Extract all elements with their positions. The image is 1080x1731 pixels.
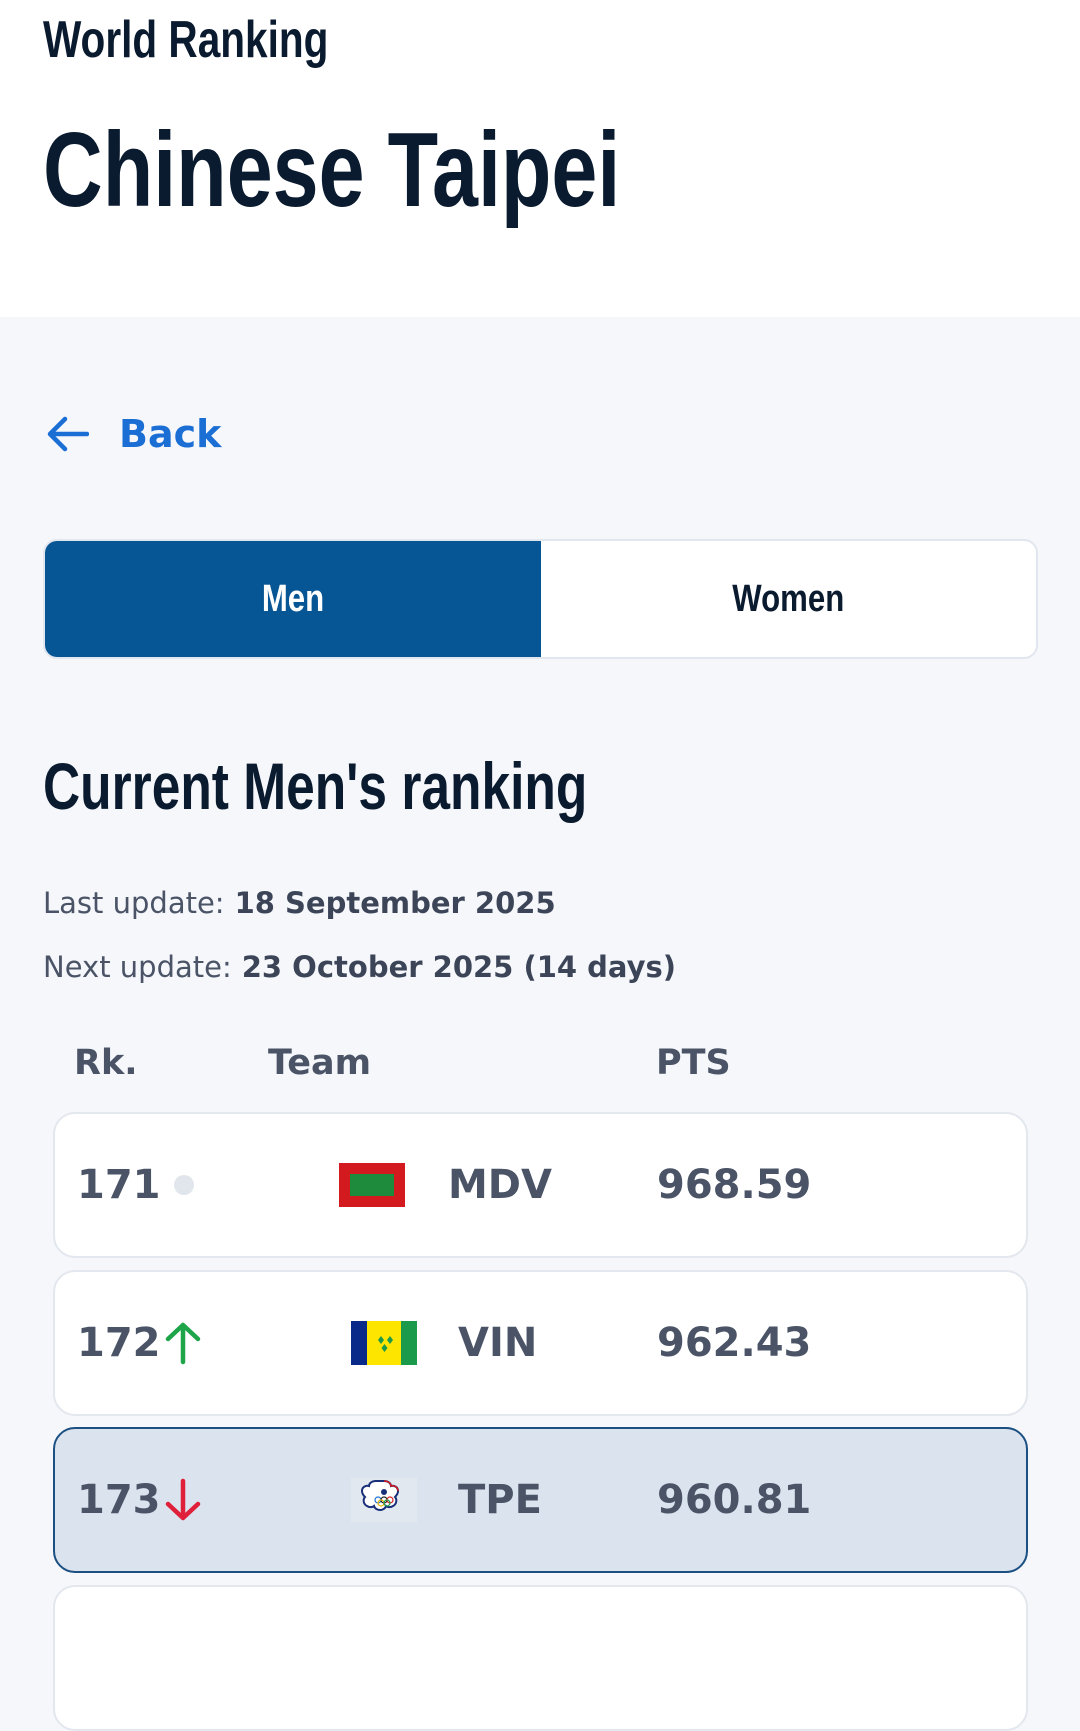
page-supertitle: World Ranking	[43, 11, 329, 69]
gender-toggle: Men Women	[43, 539, 1038, 659]
points: 968.59	[657, 1162, 812, 1208]
table-row[interactable]	[53, 1585, 1028, 1731]
table-row-highlighted[interactable]: 173 TPE 960.81	[53, 1427, 1028, 1573]
page-header: World Ranking Chinese Taipei	[0, 0, 1080, 317]
rank: 173	[77, 1477, 161, 1523]
maldives-flag-icon	[339, 1163, 405, 1207]
team-code: TPE	[458, 1477, 542, 1523]
column-team: Team	[268, 1043, 372, 1083]
arrow-down-icon	[165, 1478, 201, 1521]
table-row[interactable]: 172 VIN 962.43	[53, 1270, 1028, 1416]
tab-women[interactable]: Women	[541, 541, 1037, 657]
table-row[interactable]: 171 MDV 968.59	[53, 1112, 1028, 1258]
last-update-label: Last update:	[43, 886, 225, 920]
points: 962.43	[657, 1320, 812, 1366]
next-update: Next update: 23 October 2025 (14 days)	[43, 950, 676, 984]
next-update-label: Next update:	[43, 950, 232, 984]
last-update-value: 18 September 2025	[234, 886, 556, 920]
points: 960.81	[657, 1477, 812, 1523]
tab-women-label: Women	[732, 577, 845, 620]
back-label: Back	[119, 412, 222, 456]
tab-men[interactable]: Men	[45, 541, 541, 657]
team-code: MDV	[448, 1162, 552, 1208]
back-link[interactable]: Back	[45, 412, 221, 456]
rank: 171	[77, 1162, 161, 1208]
unchanged-dot-icon	[174, 1175, 194, 1195]
rank: 172	[77, 1320, 161, 1366]
saint-vincent-flag-icon	[351, 1321, 417, 1365]
next-update-value: 23 October 2025 (14 days)	[241, 950, 677, 984]
chinese-taipei-flag-icon	[351, 1478, 417, 1522]
tab-men-label: Men	[261, 577, 324, 620]
last-update: Last update: 18 September 2025	[43, 886, 556, 920]
column-points: PTS	[656, 1043, 731, 1083]
team-code: VIN	[458, 1320, 538, 1366]
arrow-left-icon	[47, 416, 89, 452]
page-title: Chinese Taipei	[43, 111, 621, 229]
section-title: Current Men's ranking	[43, 749, 588, 823]
column-rank: Rk.	[74, 1043, 138, 1083]
arrow-up-icon	[165, 1322, 201, 1365]
